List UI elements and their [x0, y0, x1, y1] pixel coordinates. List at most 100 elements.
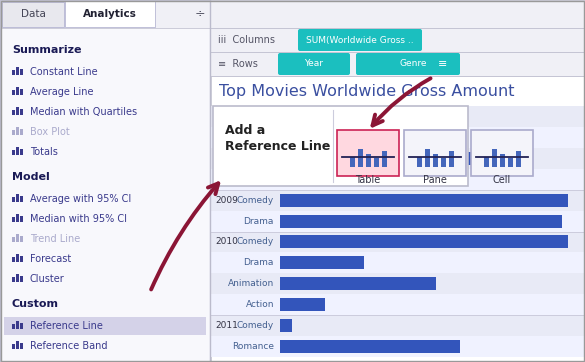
Text: Box Plot: Box Plot [30, 127, 70, 137]
Bar [280, 256, 364, 269]
Bar [12, 110, 15, 115]
Text: Table: Table [355, 175, 381, 185]
Bar [211, 148, 584, 169]
FancyBboxPatch shape [337, 130, 399, 176]
Bar [4, 317, 206, 335]
Text: Action: Action [246, 300, 274, 309]
Bar [210, 52, 585, 76]
Bar [16, 67, 19, 75]
Bar [211, 232, 584, 252]
Bar [0, 0, 210, 362]
Bar [280, 319, 292, 332]
Bar [20, 256, 23, 262]
FancyBboxPatch shape [278, 53, 350, 75]
Bar [366, 154, 371, 167]
Bar [280, 215, 562, 228]
FancyBboxPatch shape [356, 53, 460, 75]
Text: Year: Year [305, 59, 324, 68]
Bar [16, 147, 19, 155]
Bar [12, 130, 15, 135]
Bar [20, 149, 23, 155]
Bar [20, 216, 23, 222]
Bar [20, 69, 23, 75]
Bar [280, 131, 319, 144]
Bar [280, 194, 568, 207]
Bar [210, 28, 585, 52]
Text: Genre: Genre [400, 59, 428, 68]
Text: Cluster: Cluster [30, 274, 65, 284]
Bar [16, 107, 19, 115]
Text: Data: Data [20, 9, 46, 19]
Text: Add a: Add a [225, 124, 265, 137]
Bar [211, 336, 584, 357]
Text: Forecast: Forecast [30, 254, 71, 264]
Bar [20, 109, 23, 115]
Text: Romance: Romance [232, 112, 274, 121]
Text: Animation: Animation [228, 279, 274, 288]
Text: 2010: 2010 [215, 237, 238, 247]
Text: Totals: Totals [30, 147, 58, 157]
Text: 2011: 2011 [215, 321, 238, 330]
Text: ÷: ÷ [195, 8, 205, 21]
Bar [417, 157, 422, 167]
Text: 2009: 2009 [215, 195, 238, 205]
Bar [211, 273, 584, 294]
Bar [211, 169, 584, 190]
Text: Distribution Band: Distribution Band [30, 361, 116, 362]
Bar [12, 197, 15, 202]
Text: Analytics: Analytics [83, 9, 137, 19]
Bar [492, 149, 497, 167]
Text: Romance: Romance [232, 342, 274, 351]
Bar [211, 252, 584, 273]
Bar [433, 154, 438, 167]
Bar [441, 158, 446, 167]
Bar [12, 70, 15, 75]
Text: Cell: Cell [493, 175, 511, 185]
Bar [16, 341, 19, 349]
Text: ≡: ≡ [438, 59, 448, 69]
Bar [211, 190, 584, 211]
Text: Reference Band: Reference Band [30, 341, 108, 351]
Bar [16, 127, 19, 135]
Text: Average Line: Average Line [30, 87, 94, 97]
Bar [280, 173, 385, 186]
FancyBboxPatch shape [298, 29, 422, 51]
Bar [350, 157, 355, 167]
Bar [20, 89, 23, 95]
Text: Pane: Pane [423, 175, 447, 185]
Bar [211, 76, 584, 361]
Bar [16, 254, 19, 262]
Bar [16, 234, 19, 242]
Bar [65, 1, 155, 27]
Text: Fantasy: Fantasy [239, 175, 274, 184]
Bar [280, 152, 496, 165]
Bar [12, 277, 15, 282]
Text: Drama: Drama [243, 258, 274, 268]
Bar [16, 214, 19, 222]
Bar [0, 0, 585, 28]
Text: Comedy: Comedy [237, 195, 274, 205]
Bar [374, 158, 379, 167]
Bar [211, 315, 584, 336]
Bar [20, 236, 23, 242]
Bar [508, 158, 513, 167]
Bar [211, 294, 584, 315]
Bar [280, 235, 568, 248]
Bar [16, 361, 19, 362]
Bar [211, 211, 584, 232]
Bar [16, 321, 19, 329]
Bar [280, 298, 325, 311]
Bar [16, 87, 19, 95]
Text: Median with 95% CI: Median with 95% CI [30, 214, 127, 224]
Bar [500, 154, 505, 167]
Text: Trend Line: Trend Line [30, 234, 80, 244]
Bar [12, 150, 15, 155]
Text: Animation: Animation [228, 154, 274, 163]
Bar [280, 340, 460, 353]
Bar [12, 257, 15, 262]
Bar [425, 149, 430, 167]
Text: Reference Line: Reference Line [30, 321, 103, 331]
Bar [20, 129, 23, 135]
Bar [16, 194, 19, 202]
Bar [382, 151, 387, 167]
